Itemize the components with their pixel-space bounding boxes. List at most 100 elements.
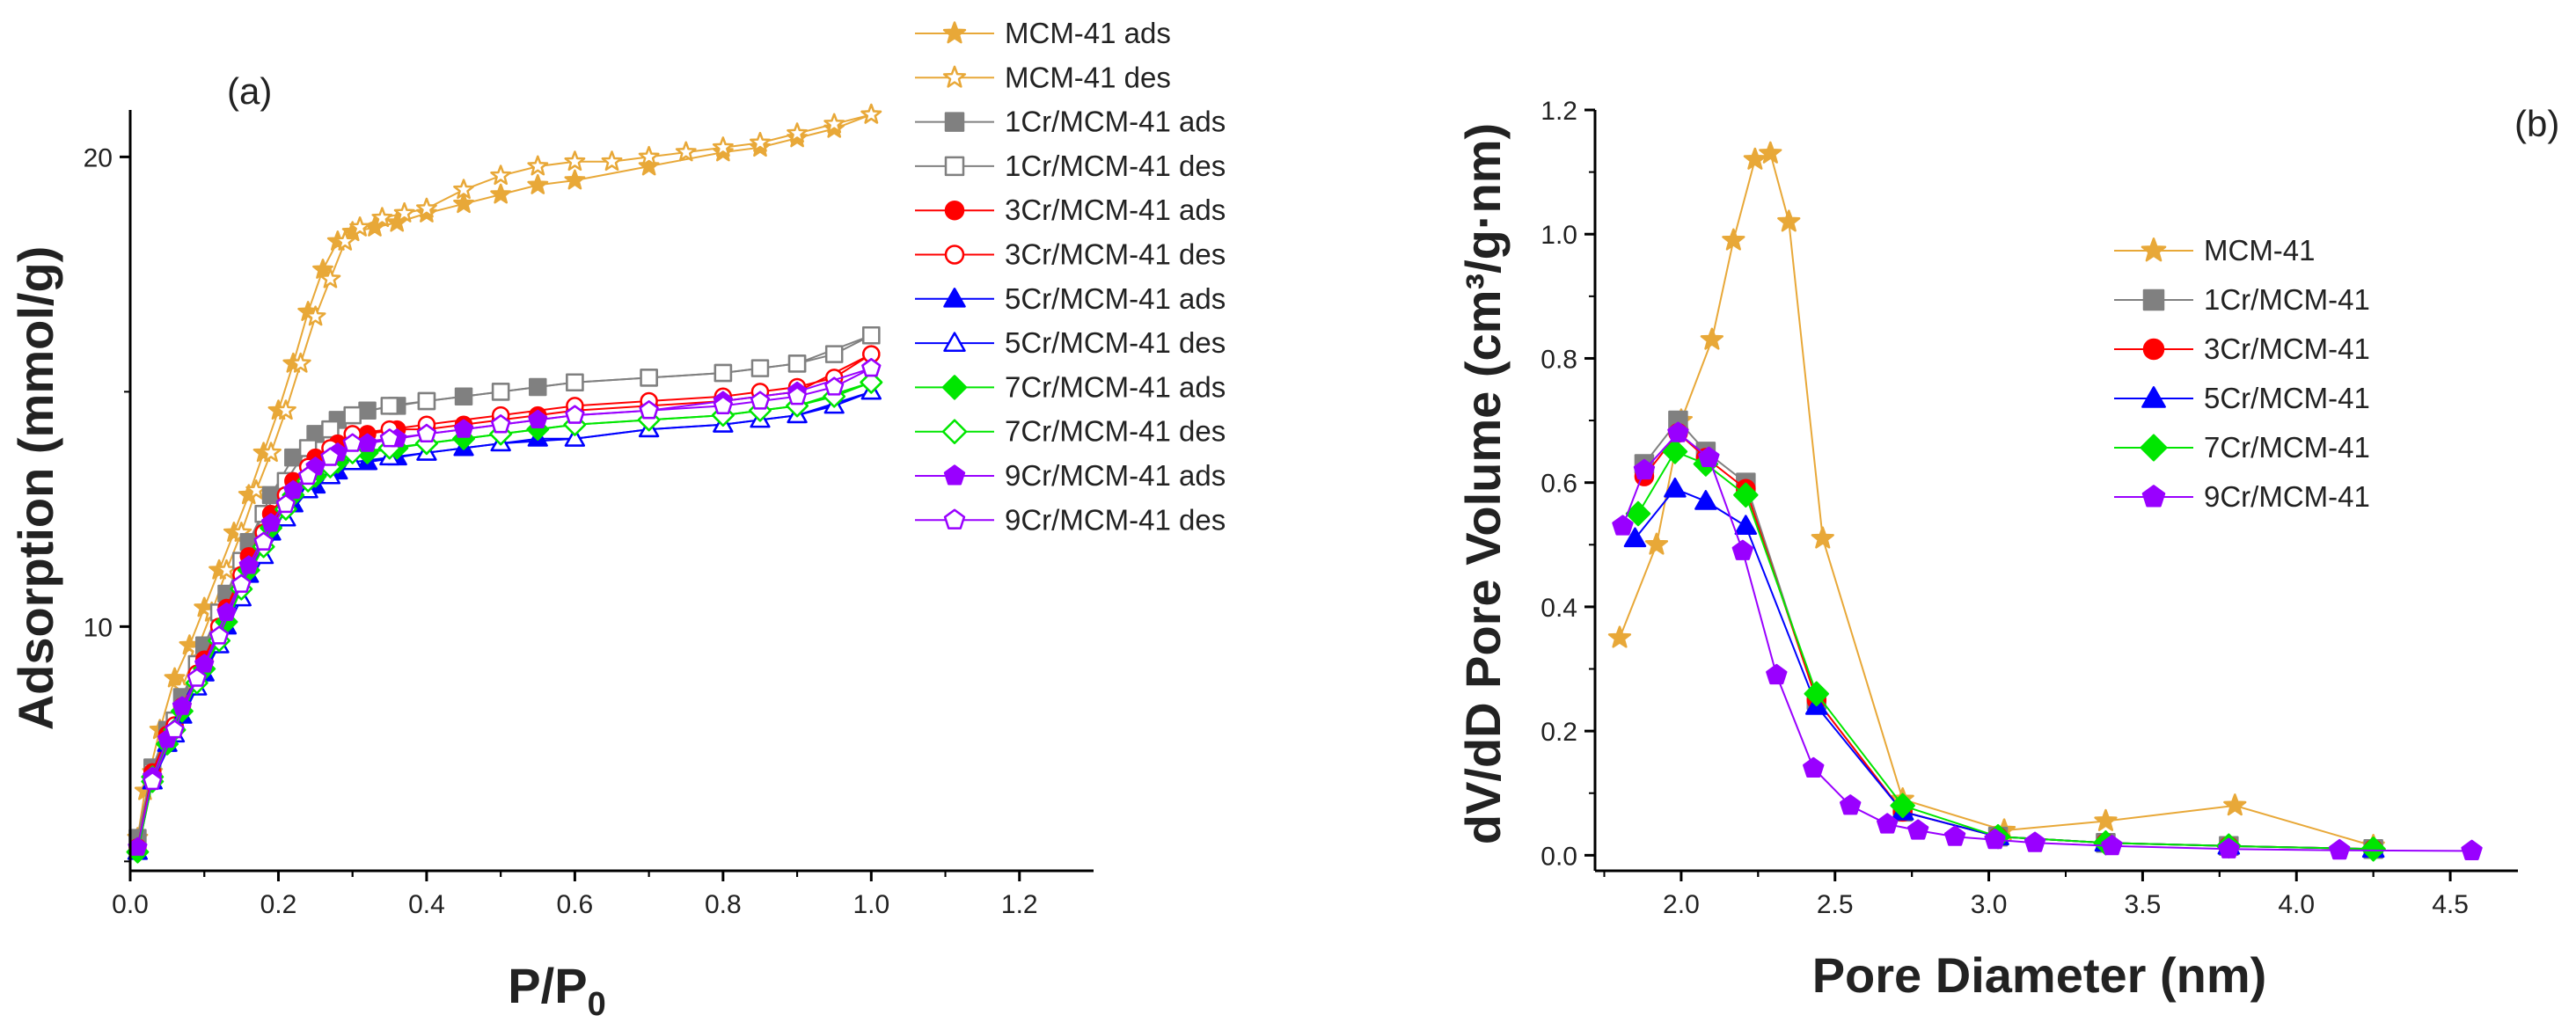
data-point-9cr-mcm-41-des: [298, 465, 318, 486]
data-point-1cr-mcm-41-des: [491, 383, 510, 401]
data-point-9cr-mcm-41: [1876, 813, 1899, 834]
legend-label: 5Cr/MCM-41: [2204, 382, 2370, 414]
data-point-mcm-41-des: [319, 267, 341, 289]
data-point-mcm-41-des: [638, 145, 660, 166]
data-point-mcm-41-des: [750, 131, 771, 152]
data-point-mcm-41-des: [712, 136, 734, 157]
legend-marker-3cr-mcm-41: [2142, 338, 2165, 361]
data-point-mcm-41: [1644, 532, 1669, 555]
legend-label: 3Cr/MCM-41: [2204, 332, 2370, 365]
y-tick-label: 1.2: [1540, 97, 1577, 126]
data-point-mcm-41-ads: [564, 169, 586, 190]
data-point-7cr-mcm-41: [1662, 439, 1688, 464]
panel-a-legend: MCM-41 ads MCM-41 des 1Cr/MCM-41 ads 1Cr/MC…: [915, 17, 1226, 536]
legend-item-1cr-mcm-41: 1Cr/MCM-41: [2114, 283, 2370, 316]
series-5cr-mcm-41-ads: [127, 381, 882, 860]
legend-marker-9cr-mcm-41-des: [943, 508, 966, 530]
data-point-9cr-mcm-41: [2218, 837, 2240, 858]
legend-marker-1cr-mcm-41: [2142, 289, 2165, 311]
legend-marker-7cr-mcm-41-des: [941, 419, 968, 444]
data-point-7cr-mcm-41-des: [860, 370, 883, 394]
y-tick-label: 20: [84, 143, 113, 172]
x-tick-label: 2.5: [1817, 890, 1854, 919]
data-point-mcm-41: [1743, 147, 1767, 170]
y-tick-label: 0.2: [1540, 718, 1577, 747]
legend-item-7cr-mcm-41-ads: 7Cr/MCM-41 ads: [915, 370, 1226, 403]
legend-marker-5cr-mcm-41: [2141, 386, 2166, 408]
legend-marker-9cr-mcm-41-ads: [943, 464, 966, 486]
data-point-9cr-mcm-41-des: [750, 391, 771, 410]
data-point-mcm-41: [1759, 141, 1782, 164]
legend-marker-1cr-mcm-41-ads: [944, 112, 965, 132]
data-point-mcm-41-des: [527, 155, 549, 176]
legend-item-9cr-mcm-41-des: 9Cr/MCM-41 des: [915, 503, 1226, 536]
legend-item-mcm-41: MCM-41: [2114, 234, 2316, 267]
panel-b-y-axis-label: dV/dD Pore Volume (cm³/g·nm): [1455, 123, 1511, 844]
data-point-5cr-mcm-41: [1694, 490, 1717, 510]
data-point-mcm-41: [1607, 625, 1632, 648]
data-point-1cr-mcm-41-des: [640, 369, 658, 387]
data-point-mcm-41-des: [860, 103, 882, 124]
legend-item-3cr-mcm-41-des: 3Cr/MCM-41 des: [915, 238, 1226, 271]
legend-marker-7cr-mcm-41-ads: [941, 375, 968, 400]
panel-a-isotherm-chart: (a) 0.0 0.2 0.4 0.6 0.8 1.0 1.2 10 20 P/P0 Adsor…: [8, 17, 1226, 1023]
data-point-9cr-mcm-41: [1612, 515, 1634, 536]
data-point-7cr-mcm-41: [1804, 681, 1830, 707]
legend-marker-5cr-mcm-41-des: [943, 332, 966, 352]
data-point-mcm-41-des: [675, 141, 697, 162]
x-tick-label: 4.5: [2432, 890, 2469, 919]
series-line-5cr-mcm-41-ads: [136, 391, 872, 852]
data-point-1cr-mcm-41-des: [787, 354, 807, 373]
data-point-9cr-mcm-41-des: [565, 405, 585, 424]
data-point-mcm-41-des: [601, 150, 623, 172]
y-tick-label: 0.6: [1540, 470, 1577, 499]
legend-label: MCM-41 ads: [1005, 17, 1171, 49]
legend-label: 7Cr/MCM-41 ads: [1005, 370, 1226, 403]
data-point-mcm-41: [2223, 793, 2247, 816]
data-point-mcm-41: [1811, 526, 1834, 549]
data-point-mcm-41-ads: [312, 259, 333, 279]
legend-item-3cr-mcm-41-ads: 3Cr/MCM-41 ads: [915, 194, 1226, 226]
y-tick-label: 0.0: [1540, 842, 1577, 871]
series-line-7cr-mcm-41: [1637, 450, 2374, 851]
panel-a-axes: 0.0 0.2 0.4 0.6 0.8 1.0 1.2 10 20: [84, 110, 1094, 919]
data-point-9cr-mcm-41-des: [861, 358, 882, 377]
series-line-9cr-mcm-41-des: [151, 367, 872, 782]
series-5cr-mcm-41: [1623, 477, 2385, 858]
x-tick-label: 3.5: [2125, 890, 2162, 919]
data-point-9cr-mcm-41: [1698, 446, 1720, 467]
data-point-9cr-mcm-41-des: [253, 531, 274, 551]
panel-b-series-group: [1607, 141, 2483, 862]
data-point-1cr-mcm-41-des: [824, 345, 844, 363]
data-point-mcm-41: [1700, 327, 1724, 350]
y-tick-label: 0.8: [1540, 345, 1577, 374]
legend-item-9cr-mcm-41-ads: 9Cr/MCM-41 ads: [915, 459, 1226, 492]
data-point-mcm-41-des: [371, 207, 393, 228]
x-tick-label: 0.2: [260, 890, 297, 919]
data-point-mcm-41-des: [274, 399, 296, 420]
data-point-mcm-41-des: [823, 113, 845, 134]
data-point-5cr-mcm-41: [1623, 527, 1647, 548]
legend-marker-9cr-mcm-41: [2141, 485, 2166, 508]
legend-marker-mcm-41: [2141, 237, 2167, 262]
legend-item-1cr-mcm-41-ads: 1Cr/MCM-41 ads: [915, 106, 1226, 138]
legend-marker-3cr-mcm-41-des: [944, 245, 965, 265]
data-point-9cr-mcm-41: [1984, 828, 2006, 850]
data-point-mcm-41: [2094, 808, 2118, 831]
legend-label: 9Cr/MCM-41 des: [1005, 503, 1226, 536]
series-9cr-mcm-41: [1612, 421, 2483, 860]
data-point-9cr-mcm-41-des: [231, 573, 252, 593]
data-point-9cr-mcm-41: [1766, 663, 1788, 685]
series-5cr-mcm-41-des: [142, 381, 882, 790]
panel-a-y-axis-label: Adsorption (mmol/g): [8, 246, 63, 731]
data-point-1cr-mcm-41-des: [380, 397, 399, 415]
data-point-5cr-mcm-41: [1734, 515, 1758, 535]
legend-label: 3Cr/MCM-41 ads: [1005, 194, 1226, 226]
series-line-mcm-41: [1619, 152, 2374, 847]
x-tick-label: 4.0: [2278, 890, 2315, 919]
data-point-mcm-41-ads: [490, 183, 512, 204]
data-point-mcm-41-des: [304, 305, 326, 326]
data-point-7cr-mcm-41: [1733, 482, 1759, 508]
data-point-9cr-mcm-41-des: [639, 400, 659, 420]
legend-label: 7Cr/MCM-41: [2204, 431, 2370, 464]
